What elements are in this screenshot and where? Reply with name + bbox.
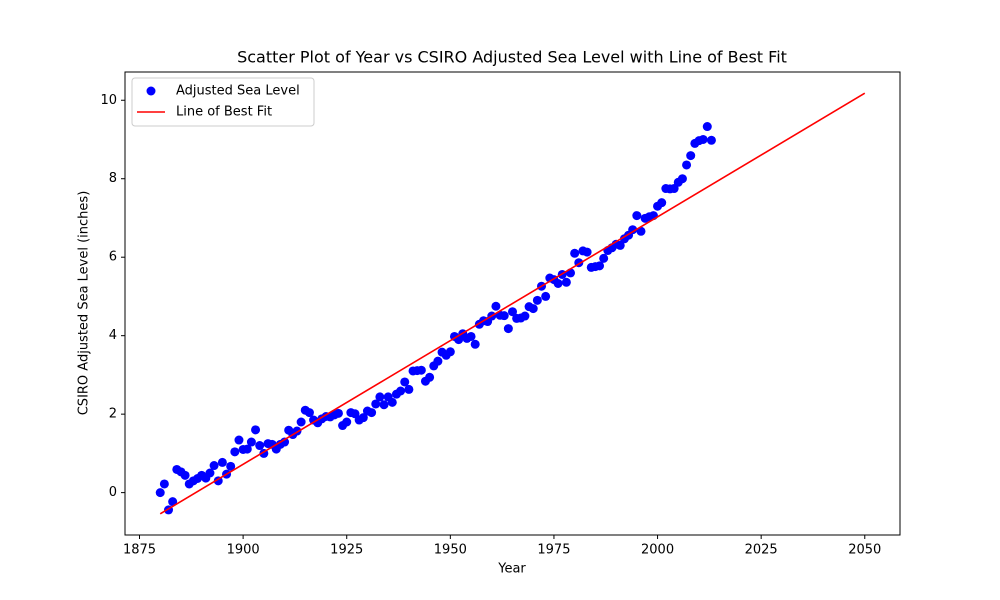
data-point (255, 441, 265, 451)
data-point (333, 408, 343, 418)
data-point (433, 356, 443, 366)
data-point (242, 444, 252, 454)
data-point (217, 457, 227, 467)
data-point (379, 400, 389, 410)
data-point (246, 437, 256, 447)
data-point (532, 295, 542, 305)
data-point (595, 261, 605, 271)
data-point (296, 417, 306, 427)
data-point (226, 461, 236, 471)
fit-line (159, 92, 866, 515)
data-point (508, 307, 517, 317)
data-point (553, 278, 563, 288)
data-point (251, 425, 261, 435)
y-tick-label: 8 (109, 171, 117, 186)
data-point (520, 311, 530, 321)
data-point (155, 488, 165, 498)
data-point (416, 365, 426, 375)
data-point (628, 225, 638, 235)
data-point (230, 447, 240, 457)
data-point (698, 134, 708, 144)
data-point (159, 479, 169, 489)
x-tick-label: 2050 (848, 543, 881, 558)
data-point (234, 435, 244, 445)
data-point (632, 211, 642, 221)
y-tick-label: 6 (109, 250, 117, 265)
x-tick-label: 1900 (227, 543, 260, 558)
data-point (561, 277, 571, 287)
chart-title: Scatter Plot of Year vs CSIRO Adjusted S… (237, 48, 787, 67)
data-point (387, 397, 397, 407)
data-point (280, 437, 290, 447)
data-point (375, 392, 385, 402)
x-axis-label: Year (497, 562, 526, 577)
data-point (541, 291, 551, 301)
legend-marker (146, 86, 156, 96)
data-point (682, 160, 692, 170)
data-point (599, 253, 609, 263)
data-point (677, 174, 687, 184)
y-tick-label: 2 (109, 407, 117, 422)
data-point (400, 377, 410, 387)
data-point (209, 461, 219, 471)
y-tick-label: 0 (109, 485, 117, 500)
y-axis-label: CSIRO Adjusted Sea Level (inches) (77, 191, 92, 416)
data-point (404, 384, 414, 394)
data-point (582, 247, 592, 257)
data-point (304, 408, 314, 418)
data-point (342, 417, 352, 427)
legend-label: Line of Best Fit (176, 105, 272, 120)
data-point (425, 372, 435, 382)
y-tick-label: 10 (100, 93, 117, 108)
data-point (499, 311, 509, 321)
data-point (445, 347, 455, 357)
data-point (168, 497, 178, 507)
x-tick-label: 1925 (330, 543, 363, 558)
data-point (702, 122, 712, 132)
data-point (367, 408, 377, 418)
data-point (706, 135, 716, 145)
data-point (491, 301, 501, 311)
x-tick-label: 1875 (123, 543, 156, 558)
data-point (657, 198, 667, 208)
x-tick-label: 2025 (745, 543, 778, 558)
data-point (205, 468, 215, 478)
data-point (615, 240, 625, 250)
data-point (396, 386, 406, 396)
data-point (686, 151, 696, 161)
x-tick-label: 2000 (641, 543, 674, 558)
legend-box (131, 77, 315, 127)
y-tick-label: 4 (109, 328, 117, 343)
x-tick-label: 1975 (537, 543, 570, 558)
data-point (570, 248, 580, 258)
plot-frame (124, 71, 901, 536)
data-point (503, 324, 513, 334)
data-point (466, 331, 476, 341)
data-point (371, 399, 381, 409)
data-point (358, 413, 368, 423)
data-point (180, 470, 190, 480)
data-point (470, 339, 480, 349)
x-tick-label: 1950 (434, 543, 467, 558)
legend-label: Adjusted Sea Level (176, 84, 300, 99)
data-point (528, 304, 538, 314)
